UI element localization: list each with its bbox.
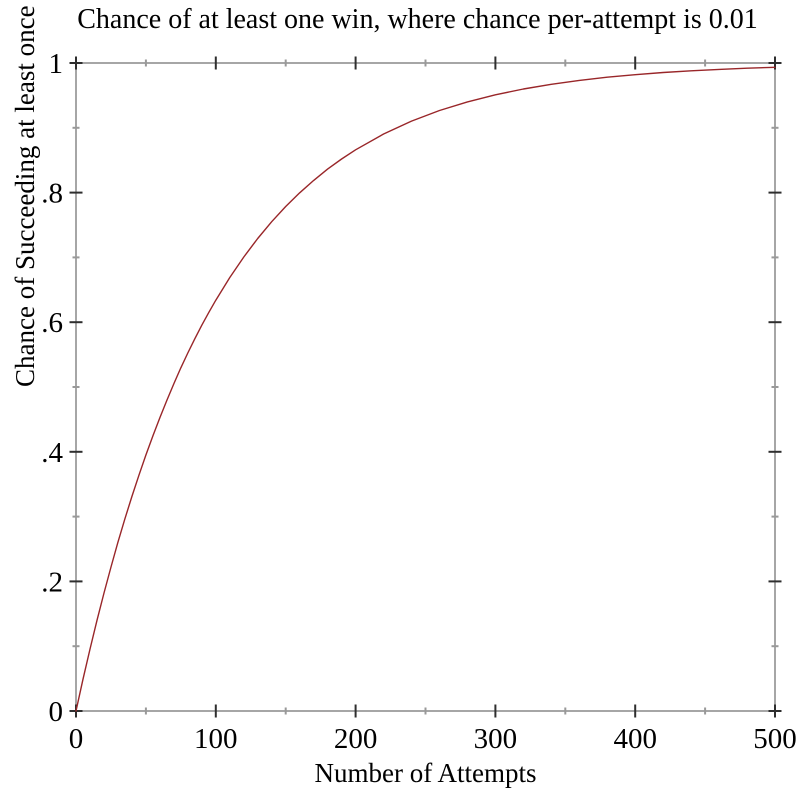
x-tick-label: 100 <box>194 723 238 755</box>
x-tick-label: 500 <box>753 723 797 755</box>
x-tick-label: 0 <box>69 723 84 755</box>
y-tick-label: 0 <box>49 696 64 728</box>
x-tick-label: 300 <box>474 723 518 755</box>
y-tick-label: .8 <box>41 178 63 210</box>
x-tick-label: 200 <box>334 723 378 755</box>
probability-curve <box>75 66 776 712</box>
x-tick-label: 400 <box>613 723 657 755</box>
x-axis-label: Number of Attempts <box>314 758 537 788</box>
chart-title: Chance of at least one win, where chance… <box>77 4 758 35</box>
axes-box <box>75 62 776 712</box>
y-tick-label: .6 <box>41 307 63 339</box>
y-tick-label: .2 <box>41 566 63 598</box>
y-tick-label: .4 <box>41 437 63 469</box>
y-tick-label: 1 <box>49 48 64 80</box>
